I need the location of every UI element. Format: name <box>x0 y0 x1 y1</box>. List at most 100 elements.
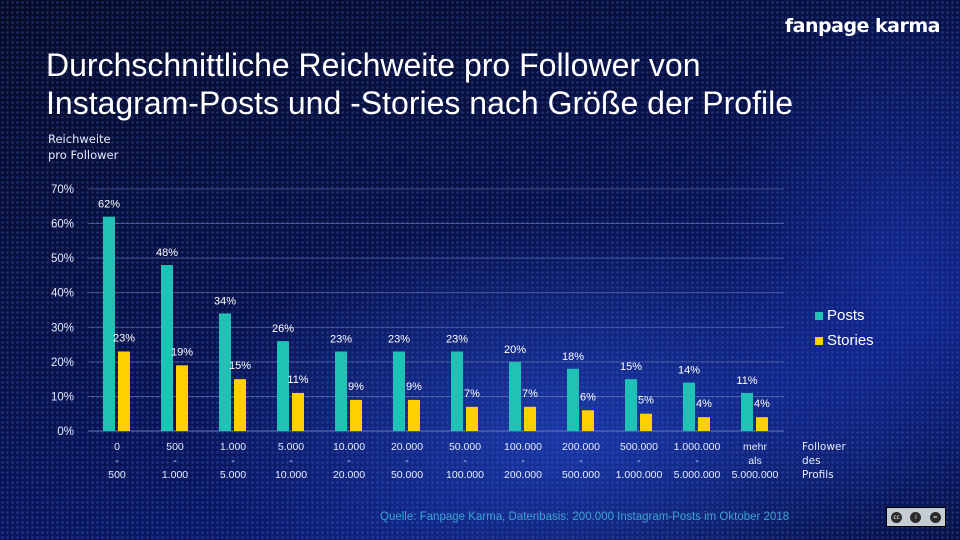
data-label-posts: 20% <box>504 344 526 356</box>
bar-stories <box>292 392 304 431</box>
y-tick-label: 40% <box>51 288 74 300</box>
data-label-posts: 15% <box>620 361 642 373</box>
bar-posts <box>161 265 173 431</box>
x-axis-title-line-3: Profils <box>802 469 834 481</box>
data-label-posts: 11% <box>736 375 757 387</box>
bar-stories <box>234 379 246 431</box>
x-tick-label: - <box>695 455 699 467</box>
x-tick-label: 1.000 <box>162 469 188 481</box>
x-tick-label: - <box>579 455 583 467</box>
legend-item-stories: Stories <box>815 328 874 353</box>
x-tick-label: 200.000 <box>504 469 542 481</box>
x-tick-label: 1.000.000 <box>616 469 663 481</box>
data-label-stories: 11% <box>287 374 308 386</box>
x-tick-label: 10.000 <box>275 469 307 481</box>
bar-stories <box>698 417 710 431</box>
x-tick-label: 0 <box>114 441 120 453</box>
x-tick-label: 5.000 <box>220 469 246 481</box>
bar-posts <box>509 361 521 431</box>
bar-posts <box>451 351 463 431</box>
x-tick-label: 5.000 <box>278 441 304 453</box>
bar-posts <box>683 382 695 431</box>
x-tick-label: 20.000 <box>391 441 423 453</box>
bar-posts <box>103 216 115 431</box>
bar-stories <box>524 406 536 431</box>
by-icon: i <box>910 511 922 523</box>
x-tick-label: 1.000 <box>220 441 246 453</box>
x-tick-label: 100.000 <box>446 469 484 481</box>
bar-stories <box>176 365 188 431</box>
x-tick-label: 500.000 <box>562 469 600 481</box>
y-tick-label: 50% <box>51 253 74 265</box>
chart-legend: Posts Stories <box>815 303 874 353</box>
data-label-stories: 23% <box>113 332 135 344</box>
cc-icon: cc <box>891 511 903 523</box>
x-tick-label: 20.000 <box>333 469 365 481</box>
y-tick-label: 30% <box>51 322 74 334</box>
data-label-posts: 23% <box>330 333 352 345</box>
data-label-posts: 34% <box>214 295 236 307</box>
y-tick-label: 70% <box>51 184 74 196</box>
bar-stories <box>350 399 362 431</box>
nd-icon: = <box>929 511 941 523</box>
data-label-stories: 6% <box>580 391 596 403</box>
x-tick-label: 50.000 <box>449 441 481 453</box>
data-label-stories: 9% <box>406 381 422 393</box>
legend-label-stories: Stories <box>827 332 874 349</box>
data-label-posts: 26% <box>272 323 294 335</box>
x-tick-label: - <box>231 455 235 467</box>
data-label-posts: 23% <box>446 333 468 345</box>
bar-posts <box>567 368 579 431</box>
x-axis-title-line-2: des <box>802 455 821 467</box>
data-label-stories: 4% <box>754 398 770 410</box>
x-tick-label: - <box>115 455 119 467</box>
bar-posts <box>277 341 289 431</box>
y-tick-label: 60% <box>51 219 74 231</box>
y-tick-label: 0% <box>57 426 74 438</box>
x-tick-label: - <box>463 455 467 467</box>
data-label-stories: 15% <box>229 360 251 372</box>
bar-stories <box>640 413 652 431</box>
bar-stories <box>582 410 594 431</box>
bar-posts <box>625 379 637 431</box>
data-label-posts: 62% <box>98 199 120 211</box>
x-tick-label: - <box>289 455 293 467</box>
x-tick-label: 500.000 <box>620 441 658 453</box>
y-axis-title-line-1: Reichweite <box>48 132 111 146</box>
chart-title: Durchschnittliche Reichweite pro Followe… <box>46 46 866 122</box>
data-label-stories: 9% <box>348 381 364 393</box>
data-label-posts: 18% <box>562 351 584 363</box>
x-tick-label: - <box>405 455 409 467</box>
x-tick-label: 200.000 <box>562 441 600 453</box>
data-label-posts: 23% <box>388 333 410 345</box>
x-tick-label: 5.000.000 <box>732 469 779 481</box>
data-label-stories: 5% <box>638 395 654 407</box>
x-tick-label: 1.000.000 <box>674 441 721 453</box>
bar-posts <box>741 392 753 431</box>
x-tick-label: 10.000 <box>333 441 365 453</box>
license-badge: cc i = <box>886 507 946 527</box>
x-tick-label: 100.000 <box>504 441 542 453</box>
x-tick-label: 50.000 <box>391 469 423 481</box>
data-label-posts: 48% <box>156 247 178 259</box>
x-tick-label: als <box>748 455 761 467</box>
legend-label-posts: Posts <box>827 307 865 324</box>
x-tick-label: - <box>347 455 351 467</box>
bar-posts <box>219 313 231 431</box>
y-axis-title-line-2: pro Follower <box>48 148 119 162</box>
data-label-stories: 7% <box>464 388 480 400</box>
x-tick-label: 500 <box>108 469 126 481</box>
y-tick-label: 10% <box>51 391 74 403</box>
bar-posts <box>393 351 405 431</box>
x-axis-title-line-1: Follower <box>802 441 846 453</box>
legend-swatch-posts <box>815 311 823 320</box>
x-tick-label: mehr <box>743 441 767 453</box>
brand-logo: fanpage karma <box>784 15 941 37</box>
data-label-stories: 19% <box>171 346 193 358</box>
source-note: Quelle: Fanpage Karma, Datenbasis: 200.0… <box>380 511 790 523</box>
x-tick-label: 500 <box>166 441 184 453</box>
bar-posts <box>335 351 347 431</box>
x-tick-label: 5.000.000 <box>674 469 721 481</box>
chart-title-line-2: Instagram-Posts und -Stories nach Größe … <box>46 85 793 121</box>
legend-swatch-stories <box>815 336 823 345</box>
